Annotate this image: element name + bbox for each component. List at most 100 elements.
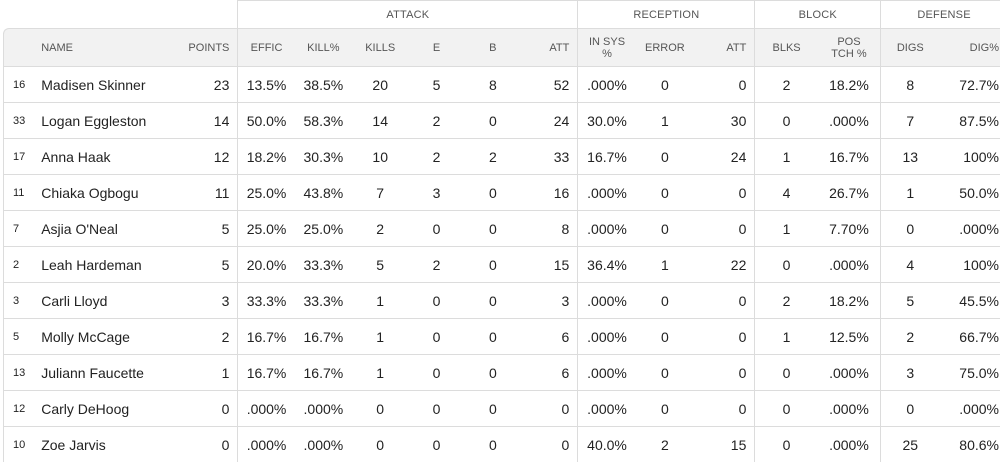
kill-pct-cell: 30.3% bbox=[294, 138, 353, 174]
table-row: 12 Carly DeHoog 0 .000% .000% 0 0 0 0 .0… bbox=[3, 390, 1000, 426]
player-name[interactable]: Molly McCage bbox=[41, 318, 180, 354]
kills-cell: 20 bbox=[352, 66, 409, 102]
blks-cell: 1 bbox=[754, 210, 818, 246]
digs-cell: 1 bbox=[880, 174, 940, 210]
player-name[interactable]: Zoe Jarvis bbox=[41, 426, 180, 462]
header-kills[interactable]: KILLS bbox=[352, 28, 409, 66]
group-spacer bbox=[3, 0, 237, 28]
pos-tch-cell: 18.2% bbox=[817, 66, 881, 102]
header-points[interactable]: POINTS bbox=[179, 28, 238, 66]
points-cell: 1 bbox=[179, 354, 238, 390]
header-name[interactable]: NAME bbox=[41, 28, 180, 66]
group-attack: ATTACK bbox=[237, 0, 578, 28]
player-name[interactable]: Juliann Faucette bbox=[41, 354, 180, 390]
in-sys-cell: .000% bbox=[577, 174, 636, 210]
in-sys-cell: 30.0% bbox=[577, 102, 636, 138]
effic-cell: 13.5% bbox=[237, 66, 295, 102]
digs-cell: 2 bbox=[880, 318, 940, 354]
header-number bbox=[3, 28, 42, 66]
reception-error-cell: 2 bbox=[635, 426, 695, 462]
blocked-cell: 8 bbox=[464, 66, 522, 102]
header-pos-tch[interactable]: POS TCH % bbox=[817, 28, 881, 66]
jersey-number: 12 bbox=[3, 390, 42, 426]
header-blks[interactable]: BLKS bbox=[754, 28, 818, 66]
jersey-number: 11 bbox=[3, 174, 42, 210]
errors-cell: 3 bbox=[408, 174, 465, 210]
blks-cell: 0 bbox=[754, 102, 818, 138]
table-row: 7 Asjia O'Neal 5 25.0% 25.0% 2 0 0 8 .00… bbox=[3, 210, 1000, 246]
kills-cell: 7 bbox=[352, 174, 409, 210]
kills-cell: 1 bbox=[352, 282, 409, 318]
errors-cell: 0 bbox=[408, 282, 465, 318]
effic-cell: 25.0% bbox=[237, 174, 295, 210]
jersey-number: 7 bbox=[3, 210, 42, 246]
digs-cell: 0 bbox=[880, 210, 940, 246]
player-name[interactable]: Carly DeHoog bbox=[41, 390, 180, 426]
reception-error-cell: 0 bbox=[635, 354, 695, 390]
reception-att-cell: 22 bbox=[694, 246, 755, 282]
dig-pct-cell: 72.7% bbox=[939, 66, 1000, 102]
effic-cell: .000% bbox=[237, 426, 295, 462]
player-name[interactable]: Asjia O'Neal bbox=[41, 210, 180, 246]
player-name[interactable]: Chiaka Ogbogu bbox=[41, 174, 180, 210]
attack-att-cell: 8 bbox=[521, 210, 578, 246]
points-cell: 3 bbox=[179, 282, 238, 318]
reception-att-cell: 0 bbox=[694, 390, 755, 426]
header-in-sys[interactable]: IN SYS% bbox=[577, 28, 636, 66]
player-name[interactable]: Logan Eggleston bbox=[41, 102, 180, 138]
kills-cell: 1 bbox=[352, 318, 409, 354]
reception-att-cell: 24 bbox=[694, 138, 755, 174]
kill-pct-cell: 33.3% bbox=[294, 282, 353, 318]
kills-cell: 1 bbox=[352, 354, 409, 390]
attack-att-cell: 6 bbox=[521, 318, 578, 354]
header-errors[interactable]: E bbox=[408, 28, 465, 66]
reception-att-cell: 0 bbox=[694, 282, 755, 318]
blocked-cell: 0 bbox=[464, 390, 522, 426]
errors-cell: 0 bbox=[408, 354, 465, 390]
digs-cell: 0 bbox=[880, 390, 940, 426]
jersey-number: 3 bbox=[3, 282, 42, 318]
points-cell: 11 bbox=[179, 174, 238, 210]
table-row: 2 Leah Hardeman 5 20.0% 33.3% 5 2 0 15 3… bbox=[3, 246, 1000, 282]
player-name[interactable]: Carli Lloyd bbox=[41, 282, 180, 318]
header-attack-att[interactable]: ATT bbox=[521, 28, 578, 66]
header-in-sys-line1: IN SYS bbox=[588, 35, 626, 48]
errors-cell: 5 bbox=[408, 66, 465, 102]
jersey-number: 5 bbox=[3, 318, 42, 354]
errors-cell: 0 bbox=[408, 390, 465, 426]
pos-tch-cell: .000% bbox=[817, 102, 881, 138]
header-reception-att[interactable]: ATT bbox=[694, 28, 755, 66]
player-name[interactable]: Leah Hardeman bbox=[41, 246, 180, 282]
pos-tch-cell: 18.2% bbox=[817, 282, 881, 318]
reception-att-cell: 0 bbox=[694, 318, 755, 354]
header-blocked[interactable]: B bbox=[464, 28, 522, 66]
blocked-cell: 0 bbox=[464, 210, 522, 246]
dig-pct-cell: .000% bbox=[939, 390, 1000, 426]
table-row: 11 Chiaka Ogbogu 11 25.0% 43.8% 7 3 0 16… bbox=[3, 174, 1000, 210]
header-digs[interactable]: DIGS bbox=[880, 28, 940, 66]
jersey-number: 10 bbox=[3, 426, 42, 462]
errors-cell: 0 bbox=[408, 318, 465, 354]
errors-cell: 2 bbox=[408, 102, 465, 138]
header-effic[interactable]: EFFIC bbox=[237, 28, 295, 66]
dig-pct-cell: .000% bbox=[939, 210, 1000, 246]
blocked-cell: 0 bbox=[464, 246, 522, 282]
jersey-number: 13 bbox=[3, 354, 42, 390]
dig-pct-cell: 100% bbox=[939, 138, 1000, 174]
dig-pct-cell: 100% bbox=[939, 246, 1000, 282]
player-name[interactable]: Anna Haak bbox=[41, 138, 180, 174]
player-name[interactable]: Madisen Skinner bbox=[41, 66, 180, 102]
effic-cell: 16.7% bbox=[237, 318, 295, 354]
attack-att-cell: 33 bbox=[521, 138, 578, 174]
kill-pct-cell: 38.5% bbox=[294, 66, 353, 102]
blks-cell: 0 bbox=[754, 390, 818, 426]
reception-error-cell: 0 bbox=[635, 318, 695, 354]
header-kill-pct[interactable]: KILL% bbox=[294, 28, 353, 66]
reception-error-cell: 1 bbox=[635, 102, 695, 138]
kills-cell: 0 bbox=[352, 426, 409, 462]
digs-cell: 8 bbox=[880, 66, 940, 102]
header-reception-error[interactable]: ERROR bbox=[635, 28, 695, 66]
dig-pct-cell: 80.6% bbox=[939, 426, 1000, 462]
header-dig-pct[interactable]: DIG% bbox=[939, 28, 1000, 66]
table-row: 17 Anna Haak 12 18.2% 30.3% 10 2 2 33 16… bbox=[3, 138, 1000, 174]
